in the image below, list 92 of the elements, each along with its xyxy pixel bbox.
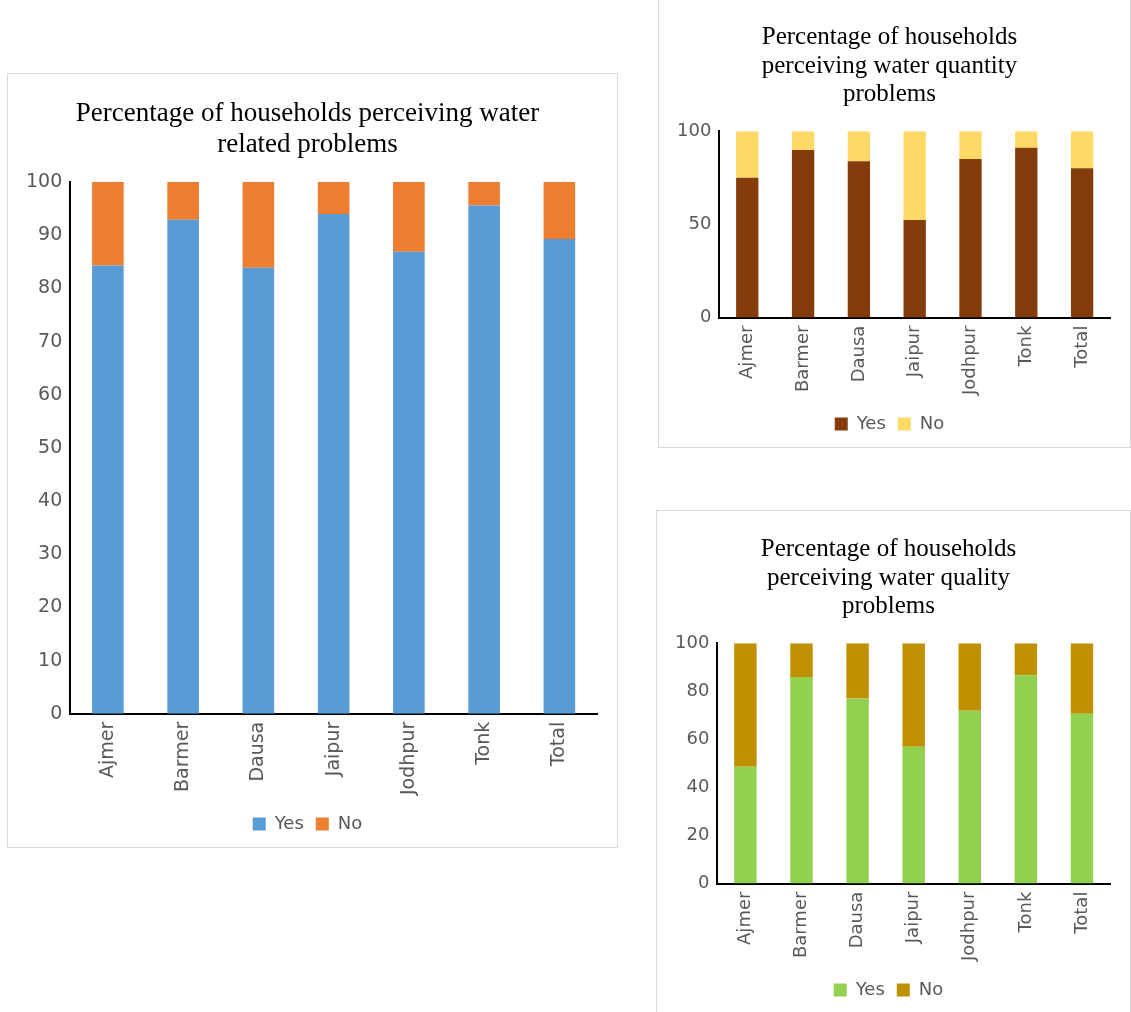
bar: [92, 265, 124, 714]
y-tick-label: 40: [686, 775, 710, 797]
y-tick-label: 80: [686, 678, 710, 700]
bar: [847, 131, 871, 162]
x-tick-label: Tonk: [471, 721, 494, 766]
bar: [393, 251, 425, 714]
bar: [959, 131, 982, 160]
bar: [317, 214, 350, 714]
bar: [468, 205, 500, 714]
y-tick-label: 10: [38, 647, 63, 670]
y-tick-label: 0: [699, 305, 712, 327]
bar: [902, 746, 925, 884]
bar: [959, 159, 982, 318]
bar: [1015, 131, 1038, 148]
y-tick-label: 60: [38, 381, 63, 404]
bar: [1014, 675, 1038, 884]
bar: [1070, 131, 1094, 169]
bar: [317, 182, 350, 214]
bar: [958, 710, 981, 884]
x-tick-label: Jodhpur: [958, 325, 980, 396]
legend-label: Yes: [854, 977, 885, 999]
x-tick-label: Tonk: [1013, 325, 1035, 368]
bar: [242, 267, 275, 714]
x-tick-label: Barmer: [790, 325, 812, 393]
bar: [167, 219, 199, 714]
x-tick-label: Barmer: [170, 721, 193, 792]
y-tick-label: 20: [686, 823, 710, 845]
bar: [847, 161, 871, 318]
bar: [791, 149, 815, 318]
chart-title: Percentage of households perceiving water quantity problems: [761, 21, 1018, 107]
y-tick-label: 80: [38, 275, 63, 298]
bar: [167, 182, 199, 220]
bar: [543, 238, 576, 714]
bar: [736, 131, 759, 178]
y-tick-label: 0: [697, 871, 710, 893]
bar: [903, 219, 926, 318]
y-tick-label: 90: [38, 222, 63, 245]
bar: [1014, 643, 1038, 676]
bar: [242, 182, 275, 268]
bar: [791, 131, 815, 150]
bar: [543, 182, 576, 239]
bar: [1070, 643, 1094, 714]
bar: [1070, 713, 1094, 884]
bar: [1070, 168, 1094, 318]
legend-label: Yes: [855, 411, 886, 433]
y-tick-label: 0: [50, 700, 63, 723]
bar: [734, 643, 757, 767]
bar: [734, 766, 757, 884]
y-tick-label: 50: [38, 434, 63, 457]
x-tick-label: Dausa: [245, 721, 268, 782]
y-tick-label: 30: [38, 541, 63, 564]
bar: [790, 676, 813, 884]
bar: [846, 698, 869, 884]
legend-label: Yes: [273, 811, 304, 833]
legend-label: No: [919, 411, 945, 433]
y-tick-label: 100: [675, 630, 710, 652]
bar: [903, 131, 926, 220]
x-tick-label: Dausa: [846, 325, 868, 383]
x-tick-label: Dausa: [845, 891, 867, 949]
y-tick-label: 60: [686, 727, 710, 749]
x-tick-label: Total: [546, 721, 569, 768]
legend-label: No: [337, 811, 363, 833]
bar: [958, 643, 981, 711]
bar: [902, 643, 925, 747]
chart-title: Percentage of households perceiving water related problems: [75, 96, 540, 158]
bar: [736, 177, 759, 318]
y-tick-label: 40: [38, 488, 63, 511]
x-tick-label: Tonk: [1013, 891, 1035, 934]
x-tick-label: Total: [1069, 891, 1091, 935]
x-tick-label: Ajmer: [94, 721, 117, 779]
y-tick-label: 70: [38, 328, 63, 351]
y-tick-label: 20: [38, 594, 63, 617]
bar: [846, 643, 869, 699]
bar: [92, 182, 124, 266]
x-tick-label: Jodhpur: [395, 721, 418, 797]
x-tick-label: Jodhpur: [957, 891, 979, 962]
bar: [468, 182, 500, 206]
x-tick-label: Barmer: [789, 891, 811, 959]
y-tick-label: 100: [677, 118, 712, 140]
bar: [393, 182, 425, 252]
x-tick-label: Jaipur: [902, 325, 924, 379]
bar: [790, 643, 813, 677]
chart-title: Percentage of households perceiving water quality problems: [760, 533, 1017, 619]
bar: [1015, 147, 1038, 318]
y-tick-label: 100: [26, 169, 63, 192]
y-tick-label: 50: [688, 212, 712, 234]
x-tick-label: Jaipur: [320, 721, 343, 778]
x-tick-label: Jaipur: [901, 891, 923, 945]
x-tick-label: Ajmer: [733, 891, 755, 945]
x-tick-label: Total: [1069, 325, 1091, 369]
x-tick-label: Ajmer: [734, 325, 756, 379]
legend-label: No: [918, 977, 944, 999]
